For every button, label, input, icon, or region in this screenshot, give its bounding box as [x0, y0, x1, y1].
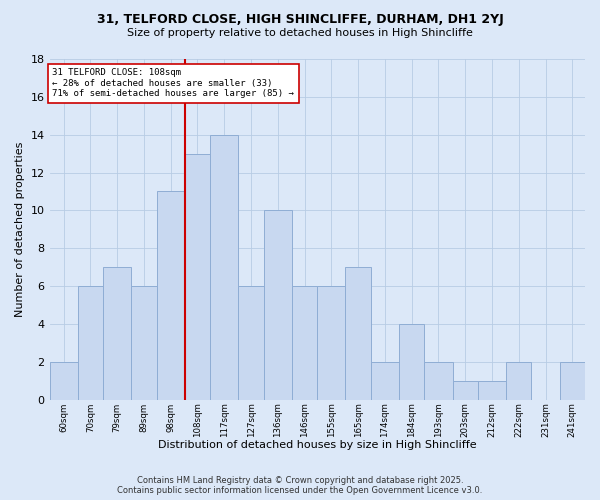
Bar: [317, 286, 346, 400]
Bar: [264, 210, 292, 400]
Bar: [292, 286, 317, 400]
Text: Size of property relative to detached houses in High Shincliffe: Size of property relative to detached ho…: [127, 28, 473, 38]
Y-axis label: Number of detached properties: Number of detached properties: [15, 142, 25, 317]
Bar: [478, 380, 506, 400]
Bar: [103, 267, 131, 400]
Bar: [506, 362, 532, 400]
Text: Contains HM Land Registry data © Crown copyright and database right 2025.
Contai: Contains HM Land Registry data © Crown c…: [118, 476, 482, 495]
Bar: [157, 192, 185, 400]
Text: 31 TELFORD CLOSE: 108sqm
← 28% of detached houses are smaller (33)
71% of semi-d: 31 TELFORD CLOSE: 108sqm ← 28% of detach…: [52, 68, 294, 98]
Bar: [131, 286, 157, 400]
Bar: [346, 267, 371, 400]
X-axis label: Distribution of detached houses by size in High Shincliffe: Distribution of detached houses by size …: [158, 440, 476, 450]
Bar: [399, 324, 424, 400]
Bar: [210, 134, 238, 400]
Bar: [371, 362, 399, 400]
Text: 31, TELFORD CLOSE, HIGH SHINCLIFFE, DURHAM, DH1 2YJ: 31, TELFORD CLOSE, HIGH SHINCLIFFE, DURH…: [97, 12, 503, 26]
Bar: [560, 362, 585, 400]
Bar: [238, 286, 264, 400]
Bar: [452, 380, 478, 400]
Bar: [78, 286, 103, 400]
Bar: [185, 154, 210, 400]
Bar: [424, 362, 452, 400]
Bar: [50, 362, 78, 400]
